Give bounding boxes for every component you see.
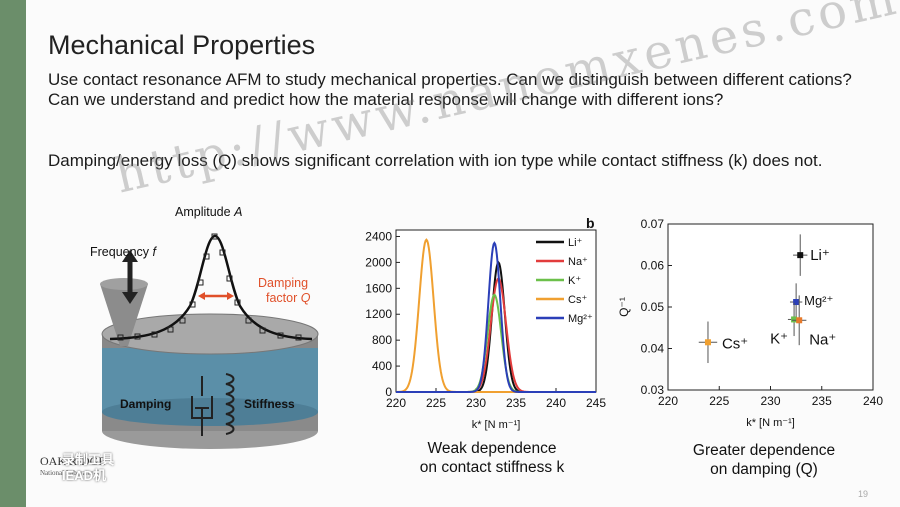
hist-x-tick-label: 220 (386, 396, 406, 410)
hist-y-tick-label: 1200 (365, 307, 392, 321)
scatter-x-tick-label: 230 (760, 394, 780, 408)
scatter-x-tick-label: 235 (812, 394, 832, 408)
hist-x-axis-label: k* [N m⁻¹] (472, 419, 521, 431)
scatter-point (793, 299, 800, 306)
stiffness-histogram-chart: 220 225 230 235 240 245 0 400 800 1200 1600 2000 240… (365, 215, 606, 431)
scatter-point (791, 316, 798, 323)
scatter-y-tick-label: 0.04 (641, 342, 665, 356)
hist-legend-label: Mg²⁺ (568, 313, 593, 325)
right-caption-line2: on damping (Q) (710, 461, 818, 478)
scatter-point-label: Cs⁺ (722, 335, 748, 352)
contact-resonance-schematic: Amplitude A Frequency f Damping factor Q… (90, 205, 319, 449)
scatter-point (704, 339, 711, 346)
dashpot-icon (191, 376, 213, 436)
hist-y-tick-label: 1600 (365, 281, 392, 295)
hist-series-line (396, 241, 596, 393)
scatter-y-axis-label: Q⁻¹ (618, 297, 631, 317)
hist-legend-label: Cs⁺ (568, 294, 587, 306)
badge-line2: IEAD机 (62, 468, 107, 483)
scatter-point-label: K⁺ (770, 330, 788, 347)
middle-caption-line2: on contact stiffness k (419, 459, 565, 476)
hist-panel-letter: b (586, 215, 595, 231)
hist-x-tick-label: 240 (546, 396, 566, 410)
scatter-point (796, 317, 803, 324)
hist-legend-label: Li⁺ (568, 237, 583, 249)
damping-scatter-chart: 220 225 230 235 240 0.03 0.04 0.05 0.06 0.07 k* [N… (618, 217, 883, 429)
scatter-x-tick-label: 220 (658, 394, 678, 408)
recording-tool-badge: 录制工具 IEAD机 (62, 452, 114, 484)
amplitude-label: Amplitude A (175, 205, 242, 219)
scatter-plot-frame (667, 223, 874, 391)
damping-width-arrow-icon (198, 292, 234, 300)
middle-caption-line1: Weak dependence (427, 440, 557, 457)
scatter-point (797, 252, 804, 259)
afm-tip-top (100, 278, 148, 290)
frequency-arrow-icon (122, 250, 138, 304)
stiffness-label: Stiffness (244, 397, 295, 411)
page-number: 19 (858, 489, 869, 499)
scatter-point-label: Li⁺ (810, 247, 830, 264)
slide-title: Mechanical Properties (48, 30, 316, 60)
hist-x-tick-label: 245 (586, 396, 606, 410)
damping-factor-label: Damping (258, 276, 308, 290)
right-caption-line1: Greater dependence (692, 442, 836, 459)
hist-y-tick-label: 0 (385, 385, 392, 399)
spring-icon (225, 373, 235, 435)
scatter-x-tick-label: 225 (709, 394, 729, 408)
oak-ridge-logo: OAK RIDGE National Laboratory (40, 454, 106, 477)
damping-factor-label-2: factor Q (266, 291, 311, 305)
scatter-y-tick-label: 0.05 (641, 300, 665, 314)
intro-paragraph: Use contact resonance AFM to study mecha… (48, 70, 852, 109)
right-caption: Greater dependence on damping (Q) (664, 441, 864, 479)
hist-legend-label: Na⁺ (568, 256, 588, 268)
slide-left-band (0, 0, 26, 507)
scatter-y-tick-label: 0.07 (641, 217, 665, 231)
finding-paragraph: Damping/energy loss (Q) shows significan… (48, 151, 823, 170)
hist-y-tick-label: 2400 (365, 229, 392, 243)
resonance-curve (109, 234, 313, 341)
scatter-point-label: Mg²⁺ (804, 293, 833, 308)
hist-x-tick-label: 225 (426, 396, 446, 410)
logo-text: OAK RIDGE (40, 454, 106, 468)
hist-legend-label: K⁺ (568, 275, 581, 287)
hist-y-tick-label: 800 (372, 333, 392, 347)
frequency-label: Frequency f (90, 245, 158, 259)
hist-y-tick-label: 2000 (365, 255, 392, 269)
logo-subtext: National Laboratory (40, 469, 97, 477)
badge-line1: 录制工具 (62, 452, 115, 467)
afm-tip-cone (100, 284, 148, 346)
hist-y-tick-label: 400 (372, 359, 392, 373)
scatter-x-axis-label: k* [N m⁻¹] (746, 417, 795, 429)
scatter-x-tick-label: 240 (863, 394, 883, 408)
scatter-y-tick-label: 0.06 (641, 259, 665, 273)
scatter-point-label: Na⁺ (809, 331, 836, 348)
cylinder-bottom (102, 398, 318, 426)
top-disk (101, 313, 319, 355)
hist-x-tick-label: 235 (506, 396, 526, 410)
resonance-data-markers (117, 233, 302, 341)
scatter-y-tick-label: 0.03 (641, 383, 665, 397)
damping-label: Damping (120, 397, 171, 411)
hist-x-tick-label: 230 (466, 396, 486, 410)
middle-caption: Weak dependence on contact stiffness k (392, 439, 592, 477)
